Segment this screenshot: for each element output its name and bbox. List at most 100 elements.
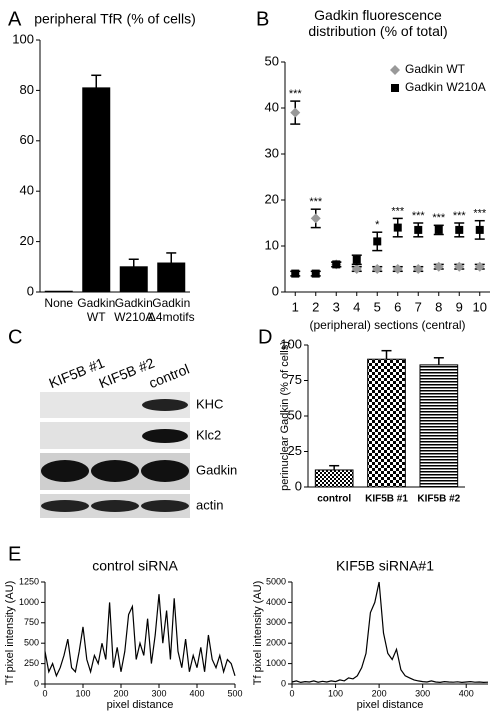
point — [454, 261, 465, 272]
y-tick-label: 60 — [20, 132, 34, 147]
y-tick-label: 40 — [20, 183, 34, 198]
bar — [314, 469, 354, 488]
x-tick-label: 300 — [415, 688, 430, 698]
y-tick-label: 50 — [288, 407, 302, 422]
point — [290, 107, 301, 118]
y-tick-label: 50 — [265, 53, 279, 68]
y-tick-label: 30 — [265, 145, 279, 160]
band — [91, 500, 139, 512]
x-tick-label: 10 — [473, 299, 487, 314]
band-label: Gadkin — [196, 462, 237, 477]
panel-label: C — [8, 326, 22, 348]
y-tick-label: 20 — [265, 191, 279, 206]
y-tick-label: 0 — [34, 678, 39, 688]
point — [455, 225, 464, 234]
point — [413, 264, 424, 274]
panel-label: B — [256, 8, 269, 30]
line — [44, 594, 236, 678]
legend-label: Gadkin W210A — [405, 80, 486, 94]
significance: *** — [289, 88, 303, 100]
y-tick-label: 5000 — [266, 576, 286, 586]
y-tick-label: 2000 — [266, 638, 286, 648]
panel-label: D — [258, 326, 272, 348]
point — [373, 237, 382, 246]
x-tick-label: 8 — [435, 299, 442, 314]
point — [372, 264, 383, 274]
x-tick-label: control — [317, 494, 351, 505]
band — [91, 460, 139, 482]
y-tick-label: 10 — [265, 237, 279, 252]
y-tick-label: 3000 — [266, 617, 286, 627]
significance: *** — [473, 208, 487, 220]
point — [434, 225, 443, 234]
y-tick-label: 0 — [27, 283, 34, 298]
lane-label: KIF5B #2 — [97, 354, 157, 391]
x-tick-label: 3 — [333, 299, 340, 314]
significance: *** — [432, 212, 446, 224]
x-tick-label: 200 — [372, 688, 387, 698]
band-label: KHC — [196, 396, 223, 411]
point — [332, 260, 341, 269]
chart-title: KIF5B siRNA#1 — [336, 558, 434, 574]
x-tick-label: Gadkin W210A — [114, 296, 153, 324]
band — [41, 500, 89, 512]
bar — [119, 266, 148, 293]
y-tick-label: 4000 — [266, 597, 286, 607]
point — [352, 255, 361, 264]
band — [142, 399, 188, 411]
x-tick-label: 5 — [374, 299, 381, 314]
line — [291, 581, 489, 684]
point — [414, 225, 423, 234]
y-axis-label: Tf pixel intensity (AU) — [4, 581, 16, 686]
x-tick-label: 400 — [189, 688, 204, 698]
panel-label: A — [8, 8, 22, 30]
panel-label: E — [8, 543, 21, 565]
band — [41, 460, 89, 482]
band-label: Klc2 — [196, 427, 221, 442]
lane-label: KIF5B #1 — [47, 354, 107, 391]
point — [475, 225, 484, 234]
bar — [157, 262, 186, 293]
x-tick-label: 0 — [289, 688, 294, 698]
x-tick-label: None — [44, 296, 73, 310]
y-tick-label: 75 — [288, 372, 302, 387]
x-tick-label: 7 — [415, 299, 422, 314]
band — [142, 429, 188, 443]
x-tick-label: Gadkin Δ4motifs — [148, 296, 195, 324]
y-axis-label: perinuclear Gadkin (% of cells) — [279, 341, 291, 491]
point — [351, 264, 362, 274]
y-tick-label: 0 — [272, 283, 279, 298]
x-axis-label: pixel distance — [107, 699, 174, 711]
significance: *** — [309, 196, 323, 208]
point — [311, 269, 320, 278]
x-tick-label: 1 — [292, 299, 299, 314]
y-tick-label: 0 — [295, 478, 302, 493]
y-tick-label: 1250 — [19, 576, 39, 586]
point — [310, 213, 321, 224]
y-tick-label: 0 — [281, 678, 286, 688]
legend-marker — [391, 84, 399, 92]
y-tick-label: 1000 — [266, 658, 286, 668]
significance: * — [375, 219, 380, 231]
point — [291, 269, 300, 278]
band — [141, 500, 189, 512]
y-tick-label: 100 — [12, 31, 34, 46]
y-tick-label: 20 — [20, 233, 34, 248]
x-tick-label: 200 — [113, 688, 128, 698]
y-tick-label: 80 — [20, 82, 34, 97]
x-tick-label: 0 — [42, 688, 47, 698]
bar — [367, 358, 406, 488]
band-label: actin — [196, 497, 223, 512]
x-tick-label: KIF5B #1 — [365, 494, 408, 505]
x-tick-label: 100 — [328, 688, 343, 698]
x-tick-label: Gadkin WT — [77, 296, 115, 324]
chart-title: control siRNA — [92, 558, 178, 574]
chart-title: peripheral TfR (% of cells) — [34, 11, 196, 27]
x-tick-label: 4 — [353, 299, 360, 314]
x-tick-label: 400 — [459, 688, 474, 698]
legend-label: Gadkin WT — [405, 62, 466, 76]
x-tick-label: 6 — [394, 299, 401, 314]
y-tick-label: 500 — [24, 638, 39, 648]
significance: *** — [391, 205, 405, 217]
